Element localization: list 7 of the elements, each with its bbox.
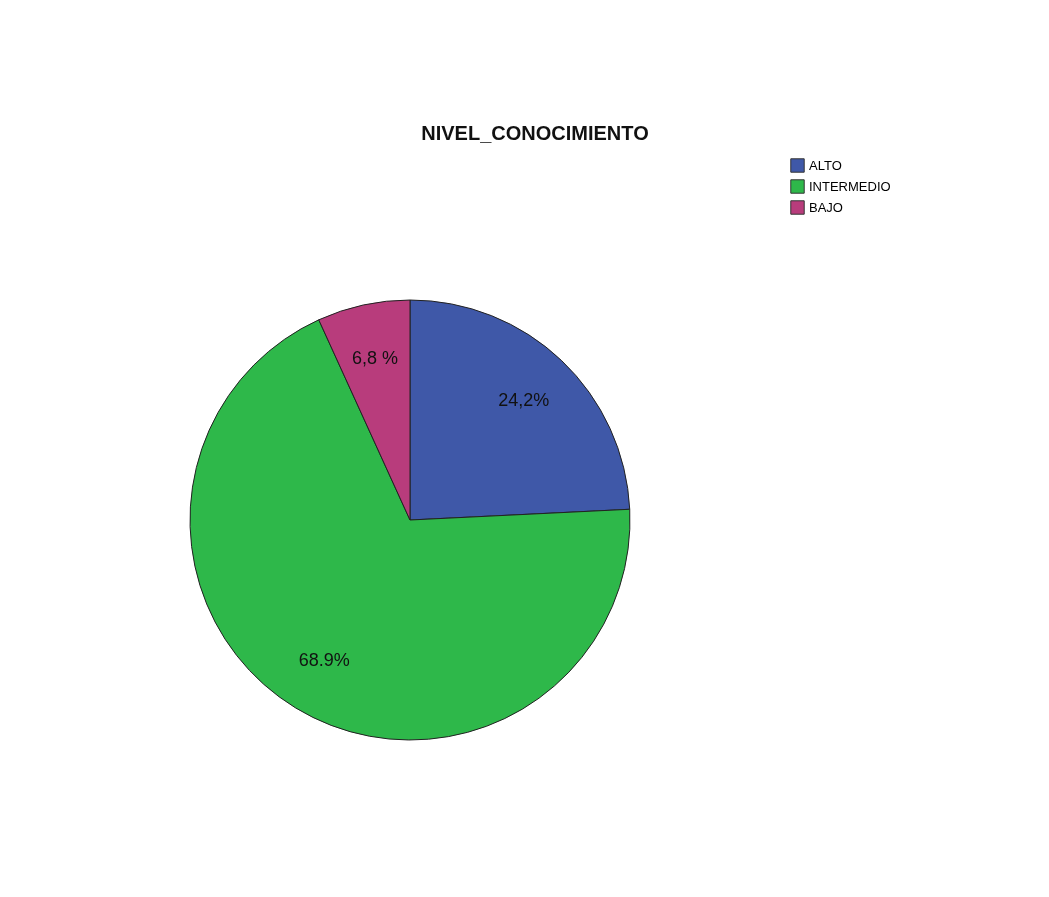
data-label: 6,8 % [351,347,398,368]
data-label: 24,2% [498,389,550,410]
data-label: 68.9% [298,649,350,670]
legend-label: ALTO [809,157,842,173]
legend-label: BAJO [809,199,843,215]
legend-label: INTERMEDIO [809,178,891,194]
chart-title: NIVEL_CONOCIMIENTO [421,122,649,144]
